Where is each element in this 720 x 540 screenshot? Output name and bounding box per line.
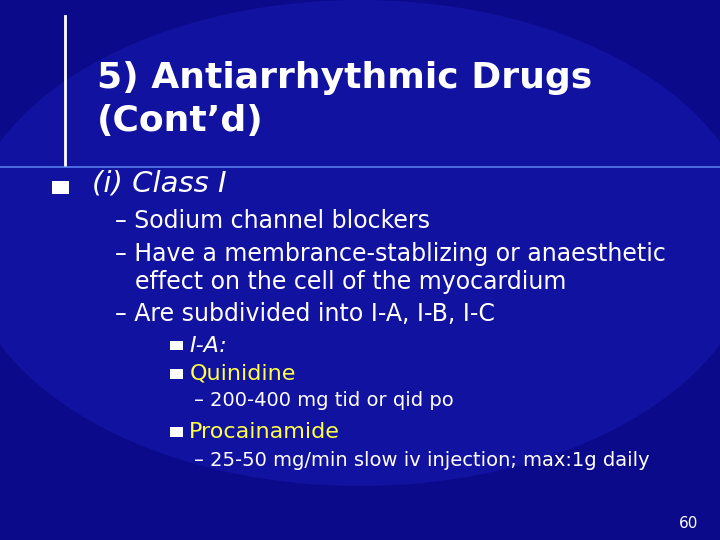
Bar [170,341,183,350]
Text: effect on the cell of the myocardium: effect on the cell of the myocardium [135,270,567,294]
Text: 60: 60 [679,516,698,531]
Bar [52,181,69,194]
Text: Quinidine: Quinidine [189,363,296,384]
Bar [170,427,183,437]
Text: Procainamide: Procainamide [189,422,341,442]
Text: (Cont’d): (Cont’d) [97,105,264,138]
Text: I-A:: I-A: [189,335,227,356]
Text: (i) Class I: (i) Class I [92,170,227,198]
Text: – Sodium channel blockers: – Sodium channel blockers [115,210,431,233]
Text: 5) Antiarrhythmic Drugs: 5) Antiarrhythmic Drugs [97,62,593,95]
Bar [170,369,183,379]
Text: – 25-50 mg/min slow iv injection; max:1g daily: – 25-50 mg/min slow iv injection; max:1g… [194,450,650,470]
Text: – Have a membrance-stablizing or anaesthetic: – Have a membrance-stablizing or anaesth… [115,242,666,266]
Ellipse shape [0,0,720,486]
Text: – 200-400 mg tid or qid po: – 200-400 mg tid or qid po [194,391,454,410]
Text: – Are subdivided into I-A, I-B, I-C: – Are subdivided into I-A, I-B, I-C [115,302,495,326]
